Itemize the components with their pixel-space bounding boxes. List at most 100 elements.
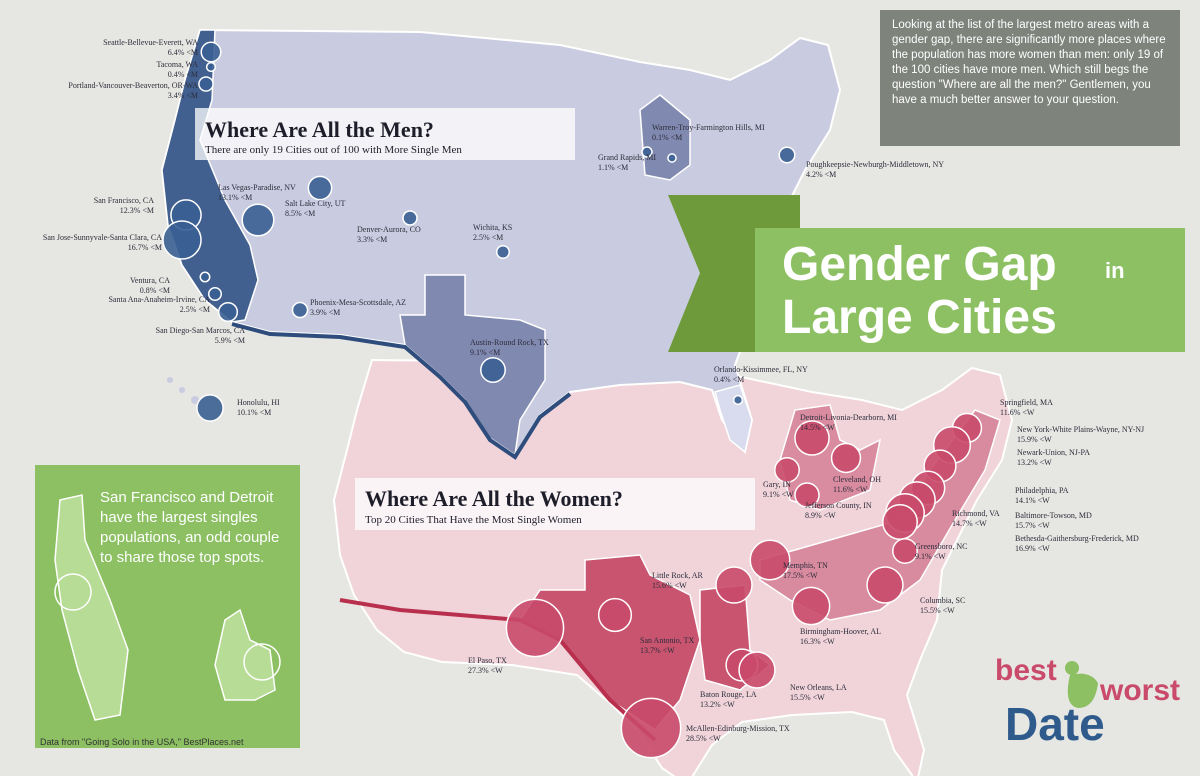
city-bubble [866, 566, 904, 604]
city-name: Newark-Union, NJ-PA [1017, 448, 1090, 457]
city-value: 5.9% <M [215, 336, 245, 345]
city-bubble [641, 146, 653, 158]
city-name: Tacoma, WA [157, 60, 199, 69]
california-marker [54, 573, 92, 611]
city-value: 6.4% <M [168, 48, 198, 57]
michigan-highlight [639, 94, 691, 181]
city-name: Birmingham-Hoover, AL [800, 627, 881, 636]
city-value: 10.1% <M [237, 408, 271, 417]
city-value: 2.5% <M [473, 233, 503, 242]
city-value: 4.2% <M [806, 170, 836, 179]
city-name: Grand Rapids, MI [598, 153, 656, 162]
city-bubble [505, 598, 565, 658]
city-name: New Orleans, LA [790, 683, 847, 692]
city-name: Baltimore-Towson, MD [1015, 511, 1092, 520]
city-value: 3.4% <M [168, 91, 198, 100]
city-value: 11.6% <W [1000, 408, 1035, 417]
city-value: 3.9% <M [310, 308, 340, 317]
city-name: Orlando-Kissimmee, FL, NY [714, 365, 808, 374]
city-name: Memphis, TN [783, 561, 828, 570]
city-name: San Diego-San Marcos, CA [156, 326, 246, 335]
city-value: 1.1% <M [598, 163, 628, 172]
city-name: Denver-Aurora, CO [357, 225, 421, 234]
city-name: Bethesda-Gaithersburg-Frederick, MD [1015, 534, 1139, 543]
city-name: San Francisco, CA [94, 196, 154, 205]
city-name: Seattle-Bellevue-Everett, WA [103, 38, 198, 47]
city-bubble [778, 146, 796, 164]
city-bubble [291, 301, 309, 319]
city-bubble [241, 203, 275, 237]
hawaii-island [179, 387, 185, 393]
hawaii-island [167, 377, 173, 383]
city-value: 13.2% <W [700, 700, 735, 709]
california-icon [54, 494, 129, 721]
city-bubble [892, 538, 918, 564]
city-bubble [667, 153, 677, 163]
city-value: 16.3% <W [800, 637, 835, 646]
city-bubble [791, 586, 831, 626]
city-bubble [196, 394, 224, 422]
city-bubble [738, 651, 776, 689]
title-box [755, 228, 1185, 352]
city-name: Phoenix-Mesa-Scottsdale, AZ [310, 298, 406, 307]
title-line2: Large Cities [782, 291, 1057, 344]
city-name: Portland-Vancouver-Beaverton, OR-WA [68, 81, 198, 90]
city-name: Jefferson County, IN [805, 501, 872, 510]
city-value: 11.6% <W [833, 485, 868, 494]
city-bubble [198, 76, 214, 92]
city-name: Ventura, CA [130, 276, 170, 285]
title-line1: Gender Gap [782, 238, 1057, 291]
city-bubble [217, 301, 239, 323]
women-subheading: Top 20 Cities That Have the Most Single … [365, 514, 582, 526]
city-value: 9.1% <W [915, 552, 946, 561]
city-value: 0.8% <M [140, 286, 170, 295]
city-value: 8.9% <W [805, 511, 836, 520]
city-bubble [205, 61, 217, 73]
city-bubble [208, 287, 222, 301]
city-name: Salt Lake City, UT [285, 199, 345, 208]
women-header-box [355, 478, 755, 530]
city-bubble [774, 457, 800, 483]
source-note: Data from "Going Solo in the USA," BestP… [40, 737, 244, 747]
city-value: 13.7% <W [640, 646, 675, 655]
city-name: Little Rock, AR [652, 571, 704, 580]
city-name: Warren-Troy-Farmington Hills, MI [652, 123, 765, 132]
city-name: Detroit-Livonia-Dearborn, MI [800, 413, 897, 422]
city-name: Greensboro, NC [915, 542, 967, 551]
logo-date: Date [1005, 698, 1105, 750]
city-name: Wichita, KS [473, 223, 512, 232]
city-bubble [715, 566, 753, 604]
city-name: Philadelphia, PA [1015, 486, 1069, 495]
city-value: 15.6% <W [652, 581, 687, 590]
city-value: 15.5% <W [790, 693, 825, 702]
city-value: 0.4% <M [714, 375, 744, 384]
logo-best: best [995, 654, 1057, 687]
city-value: 27.3% <W [468, 666, 503, 675]
city-bubble [199, 271, 211, 283]
women-heading: Where Are All the Women? [365, 486, 623, 511]
title-in: in [1105, 258, 1125, 283]
city-value: 14.5% <W [800, 423, 835, 432]
city-value: 2.5% <M [180, 305, 210, 314]
city-name: Columbia, SC [920, 596, 965, 605]
city-bubble [794, 482, 820, 508]
city-bubble [830, 442, 862, 474]
city-name: Gary, IN [763, 480, 791, 489]
city-layer: Seattle-Bellevue-Everett, WA6.4% <M Tacom… [43, 38, 1144, 759]
city-value: 3.3% <M [357, 235, 387, 244]
men-heading: Where Are All the Men? [205, 117, 434, 142]
city-value: 14.7% <W [952, 519, 987, 528]
logo-worst: worst [1099, 674, 1180, 707]
city-name: New York-White Plains-Wayne, NY-NJ [1017, 425, 1144, 434]
men-border [231, 322, 572, 460]
city-name: San Jose-Sunnyvale-Santa Clara, CA [43, 233, 162, 242]
city-name: McAllen-Edinburg-Mission, TX [686, 724, 790, 733]
city-value: 28.5% <W [686, 734, 721, 743]
city-name: Cleveland, OH [833, 475, 881, 484]
hawaii-island [191, 396, 199, 404]
city-value: 0.4% <M [168, 70, 198, 79]
city-value: 14.1% <W [1015, 496, 1050, 505]
city-value: 17.5% <W [783, 571, 818, 580]
city-name: Las Vegas-Paradise, NV [218, 183, 296, 192]
city-value: 15.7% <W [1015, 521, 1050, 530]
